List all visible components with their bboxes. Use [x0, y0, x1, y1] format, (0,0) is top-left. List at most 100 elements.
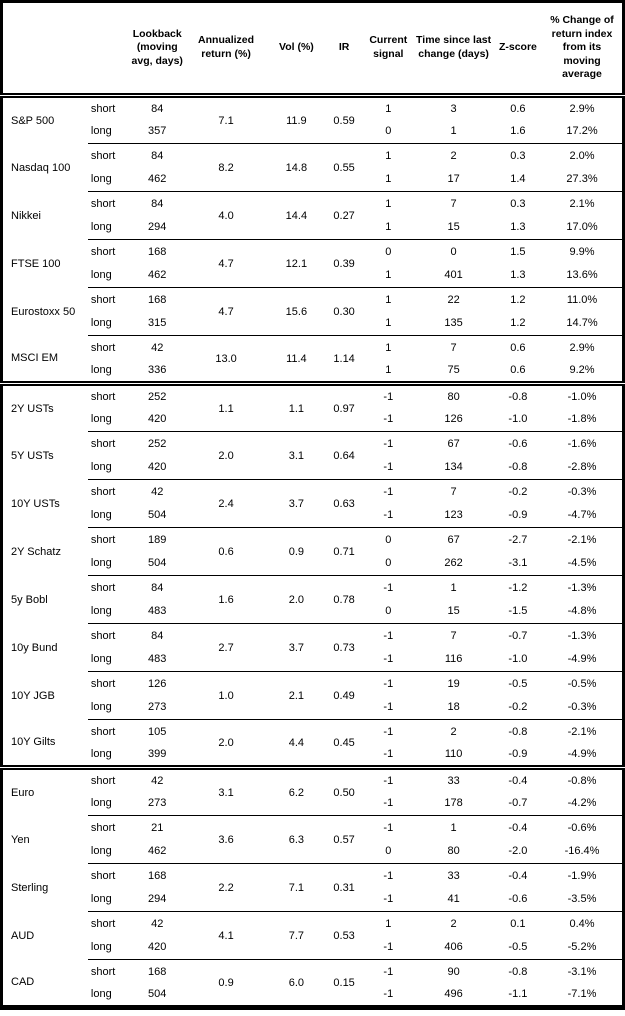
annualized-return-value: 3.1: [184, 765, 268, 816]
ir-value: 0.64: [325, 431, 364, 480]
pct-change-value: -3.5%: [567, 893, 597, 906]
current-signal-value: 1: [385, 269, 392, 282]
pct-change-value: -1.6%: [542, 431, 624, 456]
leg-label: short: [87, 143, 131, 168]
zscore-value: -1.0: [508, 413, 528, 426]
annualized-return-value: 4.7: [184, 239, 268, 288]
current-signal-value: 0: [385, 125, 392, 138]
lookback-value: 84: [130, 575, 185, 600]
zscore-value: 1.2: [510, 317, 526, 330]
leg-label: long: [90, 653, 112, 666]
zscore-value: 1.6: [510, 125, 526, 138]
lookback-value: 42: [130, 765, 185, 792]
time-since-change-value: 2: [413, 719, 494, 744]
asset-row-short: Nikkei short 84 4.0 14.4 0.27 1 7 0.3 2.1%: [2, 191, 624, 240]
asset-name: 5y Bobl: [11, 593, 48, 606]
pct-change-value: 2.9%: [542, 335, 624, 360]
lookback-value: 504: [148, 557, 167, 570]
annualized-return-value: 2.4: [184, 479, 268, 528]
zscore-value: -0.4: [493, 815, 543, 840]
vol-value: 11.4: [267, 335, 326, 384]
asset-row-short: 10Y USTs short 42 2.4 3.7 0.63 -1 7 -0.2 -0.3%: [2, 479, 624, 528]
zscore-value: -0.5: [508, 941, 528, 954]
current-signal-value: 0: [385, 557, 392, 570]
annualized-return-value: 4.0: [184, 191, 268, 240]
current-signal-value: -1: [363, 765, 414, 792]
leg-label: short: [87, 335, 131, 360]
zscore-value: -0.8: [508, 461, 528, 474]
current-signal-value: -1: [363, 959, 414, 984]
asset-row-long: long 294 -1 41 -0.6 -3.5%: [2, 888, 624, 912]
leg-label: long: [90, 797, 112, 810]
time-since-change-value: 3: [450, 102, 457, 115]
time-since-change-value: 75: [447, 364, 460, 377]
current-signal-value: 0: [363, 239, 414, 264]
vol-value: 14.8: [267, 143, 326, 192]
column-header-lookback: Lookback (moving avg, days): [130, 1, 185, 98]
vol-value: 14.4: [267, 191, 326, 240]
asset-name: Yen: [11, 833, 30, 846]
asset-name: 10y Bund: [11, 641, 58, 654]
current-signal-value: 1: [385, 221, 392, 234]
vol-value: 6.2: [267, 765, 326, 816]
asset-row-long: long 399 -1 110 -0.9 -4.9%: [2, 744, 624, 768]
current-signal-value: 1: [363, 143, 414, 168]
asset-row-long: long 273 -1 18 -0.2 -0.3%: [2, 696, 624, 720]
annualized-return-value: 4.1: [184, 911, 268, 960]
lookback-value: 21: [130, 815, 185, 840]
current-signal-value: 1: [385, 173, 392, 186]
vol-value: 12.1: [267, 239, 326, 288]
pct-change-value: -4.8%: [567, 605, 597, 618]
asset-name: MSCI EM: [11, 352, 59, 365]
time-since-change-value: 2: [413, 143, 494, 168]
current-signal-value: -1: [363, 719, 414, 744]
current-signal-value: -1: [363, 479, 414, 504]
lookback-value: 84: [130, 623, 185, 648]
time-since-change-value: 496: [444, 988, 463, 1001]
leg-label: long: [90, 461, 112, 474]
pct-change-value: -3.1%: [542, 959, 624, 984]
column-header-ir: IR: [325, 1, 364, 98]
asset-row-short: 5Y USTs short 252 2.0 3.1 0.64 -1 67 -0.6 -1.6%: [2, 431, 624, 480]
asset-row-short: Eurostoxx 50 short 168 4.7 15.6 0.30 1 22 1.2 11.…: [2, 287, 624, 336]
pct-change-value: -4.9%: [567, 653, 597, 666]
zscore-value: 0.6: [493, 335, 543, 360]
time-since-change-value: 67: [413, 527, 494, 552]
leg-label: long: [90, 893, 112, 906]
pct-change-value: -4.5%: [567, 557, 597, 570]
leg-label: short: [87, 815, 131, 840]
zscore-value: -0.2: [508, 701, 528, 714]
asset-row-short: S&P 500 short 84 7.1 11.9 0.59 1 3 0.6 2.9%: [2, 96, 624, 127]
pct-change-value: 14.7%: [566, 317, 598, 330]
asset-row-long: long 273 -1 178 -0.7 -4.2%: [2, 792, 624, 816]
current-signal-value: -1: [383, 653, 394, 666]
vol-value: 7.1: [267, 863, 326, 912]
ir-value: 0.97: [325, 381, 364, 432]
time-since-change-value: 33: [413, 863, 494, 888]
time-since-change-value: 19: [413, 671, 494, 696]
current-signal-value: 0: [385, 605, 392, 618]
current-signal-value: 0: [385, 845, 392, 858]
asset-name: 5Y USTs: [11, 449, 54, 462]
asset-row-long: long 420 -1 134 -0.8 -2.8%: [2, 456, 624, 480]
time-since-change-value: 262: [444, 557, 463, 570]
current-signal-value: -1: [383, 461, 394, 474]
asset-row-short: 10Y JGB short 126 1.0 2.1 0.49 -1 19 -0.5 -0.5%: [2, 671, 624, 720]
asset-name: AUD: [11, 929, 35, 942]
column-header-asset: [1, 1, 88, 98]
annualized-return-value: 1.0: [184, 671, 268, 720]
current-signal-value: 1: [385, 317, 392, 330]
asset-name: Sterling: [11, 881, 49, 894]
ir-value: 0.50: [325, 765, 364, 816]
time-since-change-value: 15: [447, 605, 460, 618]
leg-label: long: [90, 941, 112, 954]
time-since-change-value: 17: [447, 173, 460, 186]
lookback-value: 168: [130, 959, 185, 984]
zscore-value: -2.7: [493, 527, 543, 552]
annualized-return-value: 2.7: [184, 623, 268, 672]
lookback-value: 483: [148, 605, 167, 618]
asset-row-long: long 315 1 135 1.2 14.7%: [2, 312, 624, 336]
ir-value: 0.63: [325, 479, 364, 528]
ir-value: 0.45: [325, 719, 364, 768]
